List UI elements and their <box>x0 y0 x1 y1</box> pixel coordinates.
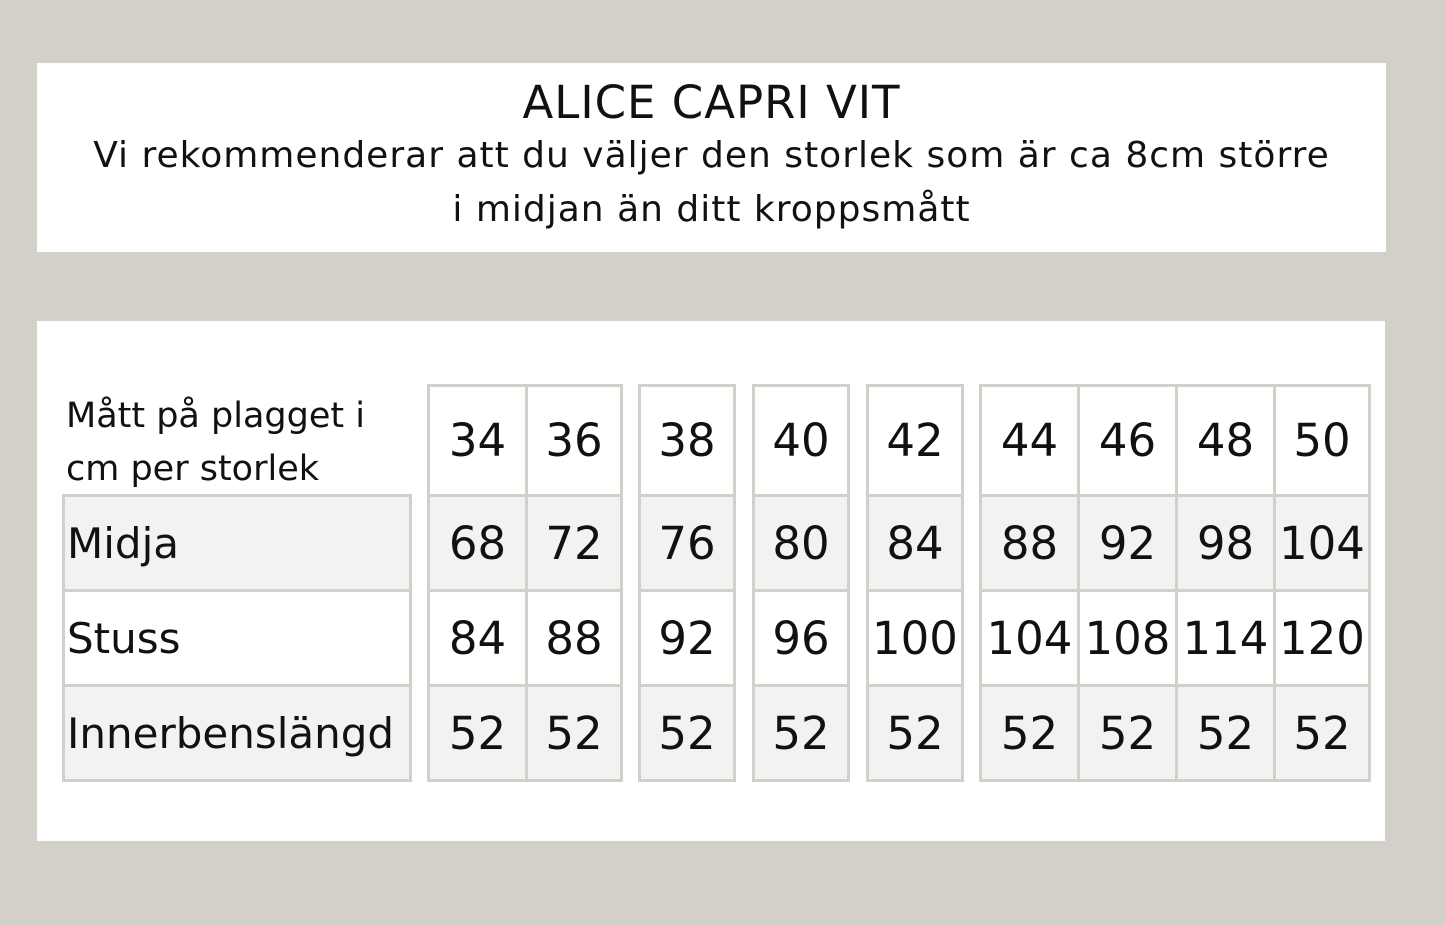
measurement-cell: 52 <box>979 684 1080 782</box>
measurement-cell: 88 <box>979 494 1080 592</box>
measurement-cell: 104 <box>1273 494 1371 592</box>
size-header-cell: 40 <box>752 384 850 497</box>
size-header-cell: 38 <box>638 384 736 497</box>
header-label-line-2: cm per storlek <box>66 449 320 489</box>
title-panel: ALICE CAPRI VIT Vi rekommenderar att du … <box>37 63 1386 252</box>
measurement-cell: 68 <box>427 494 528 592</box>
size-header-cell: 36 <box>525 384 623 497</box>
row-label: Innerbenslängd <box>62 684 412 782</box>
header-label-line-1: Mått på plagget i <box>66 396 365 436</box>
size-header-cell: 42 <box>866 384 964 497</box>
recommendation-line-2: i midjan än ditt kroppsmått <box>452 189 971 230</box>
measurement-cell: 52 <box>866 684 964 782</box>
size-header-cell: 44 <box>979 384 1080 497</box>
measurement-cell: 92 <box>638 589 736 687</box>
measurement-cell: 96 <box>752 589 850 687</box>
size-header-cell: 48 <box>1175 384 1276 497</box>
recommendation-line-1: Vi rekommenderar att du väljer den storl… <box>93 135 1330 176</box>
measurement-cell: 52 <box>1077 684 1178 782</box>
measurement-cell: 84 <box>427 589 528 687</box>
size-header-cell: 34 <box>427 384 528 497</box>
row-label: Stuss <box>62 589 412 687</box>
size-header-cell: 50 <box>1273 384 1371 497</box>
measurement-cell: 80 <box>752 494 850 592</box>
measurement-cell: 120 <box>1273 589 1371 687</box>
measurement-cell: 52 <box>1175 684 1276 782</box>
measurement-cell: 114 <box>1175 589 1276 687</box>
measurement-cell: 100 <box>866 589 964 687</box>
measurement-cell: 52 <box>525 684 623 782</box>
measurement-cell: 88 <box>525 589 623 687</box>
measurement-cell: 84 <box>866 494 964 592</box>
measurement-cell: 98 <box>1175 494 1276 592</box>
row-label: Midja <box>62 494 412 592</box>
measurement-cell: 52 <box>427 684 528 782</box>
measurement-cell: 52 <box>752 684 850 782</box>
measurement-cell: 76 <box>638 494 736 592</box>
measurement-cell: 104 <box>979 589 1080 687</box>
measurement-cell: 52 <box>1273 684 1371 782</box>
table-header-label: Mått på plagget i cm per storlek <box>66 390 365 496</box>
product-title: ALICE CAPRI VIT <box>522 76 901 129</box>
measurement-cell: 108 <box>1077 589 1178 687</box>
measurement-cell: 72 <box>525 494 623 592</box>
measurement-cell: 92 <box>1077 494 1178 592</box>
measurement-cell: 52 <box>638 684 736 782</box>
size-header-cell: 46 <box>1077 384 1178 497</box>
